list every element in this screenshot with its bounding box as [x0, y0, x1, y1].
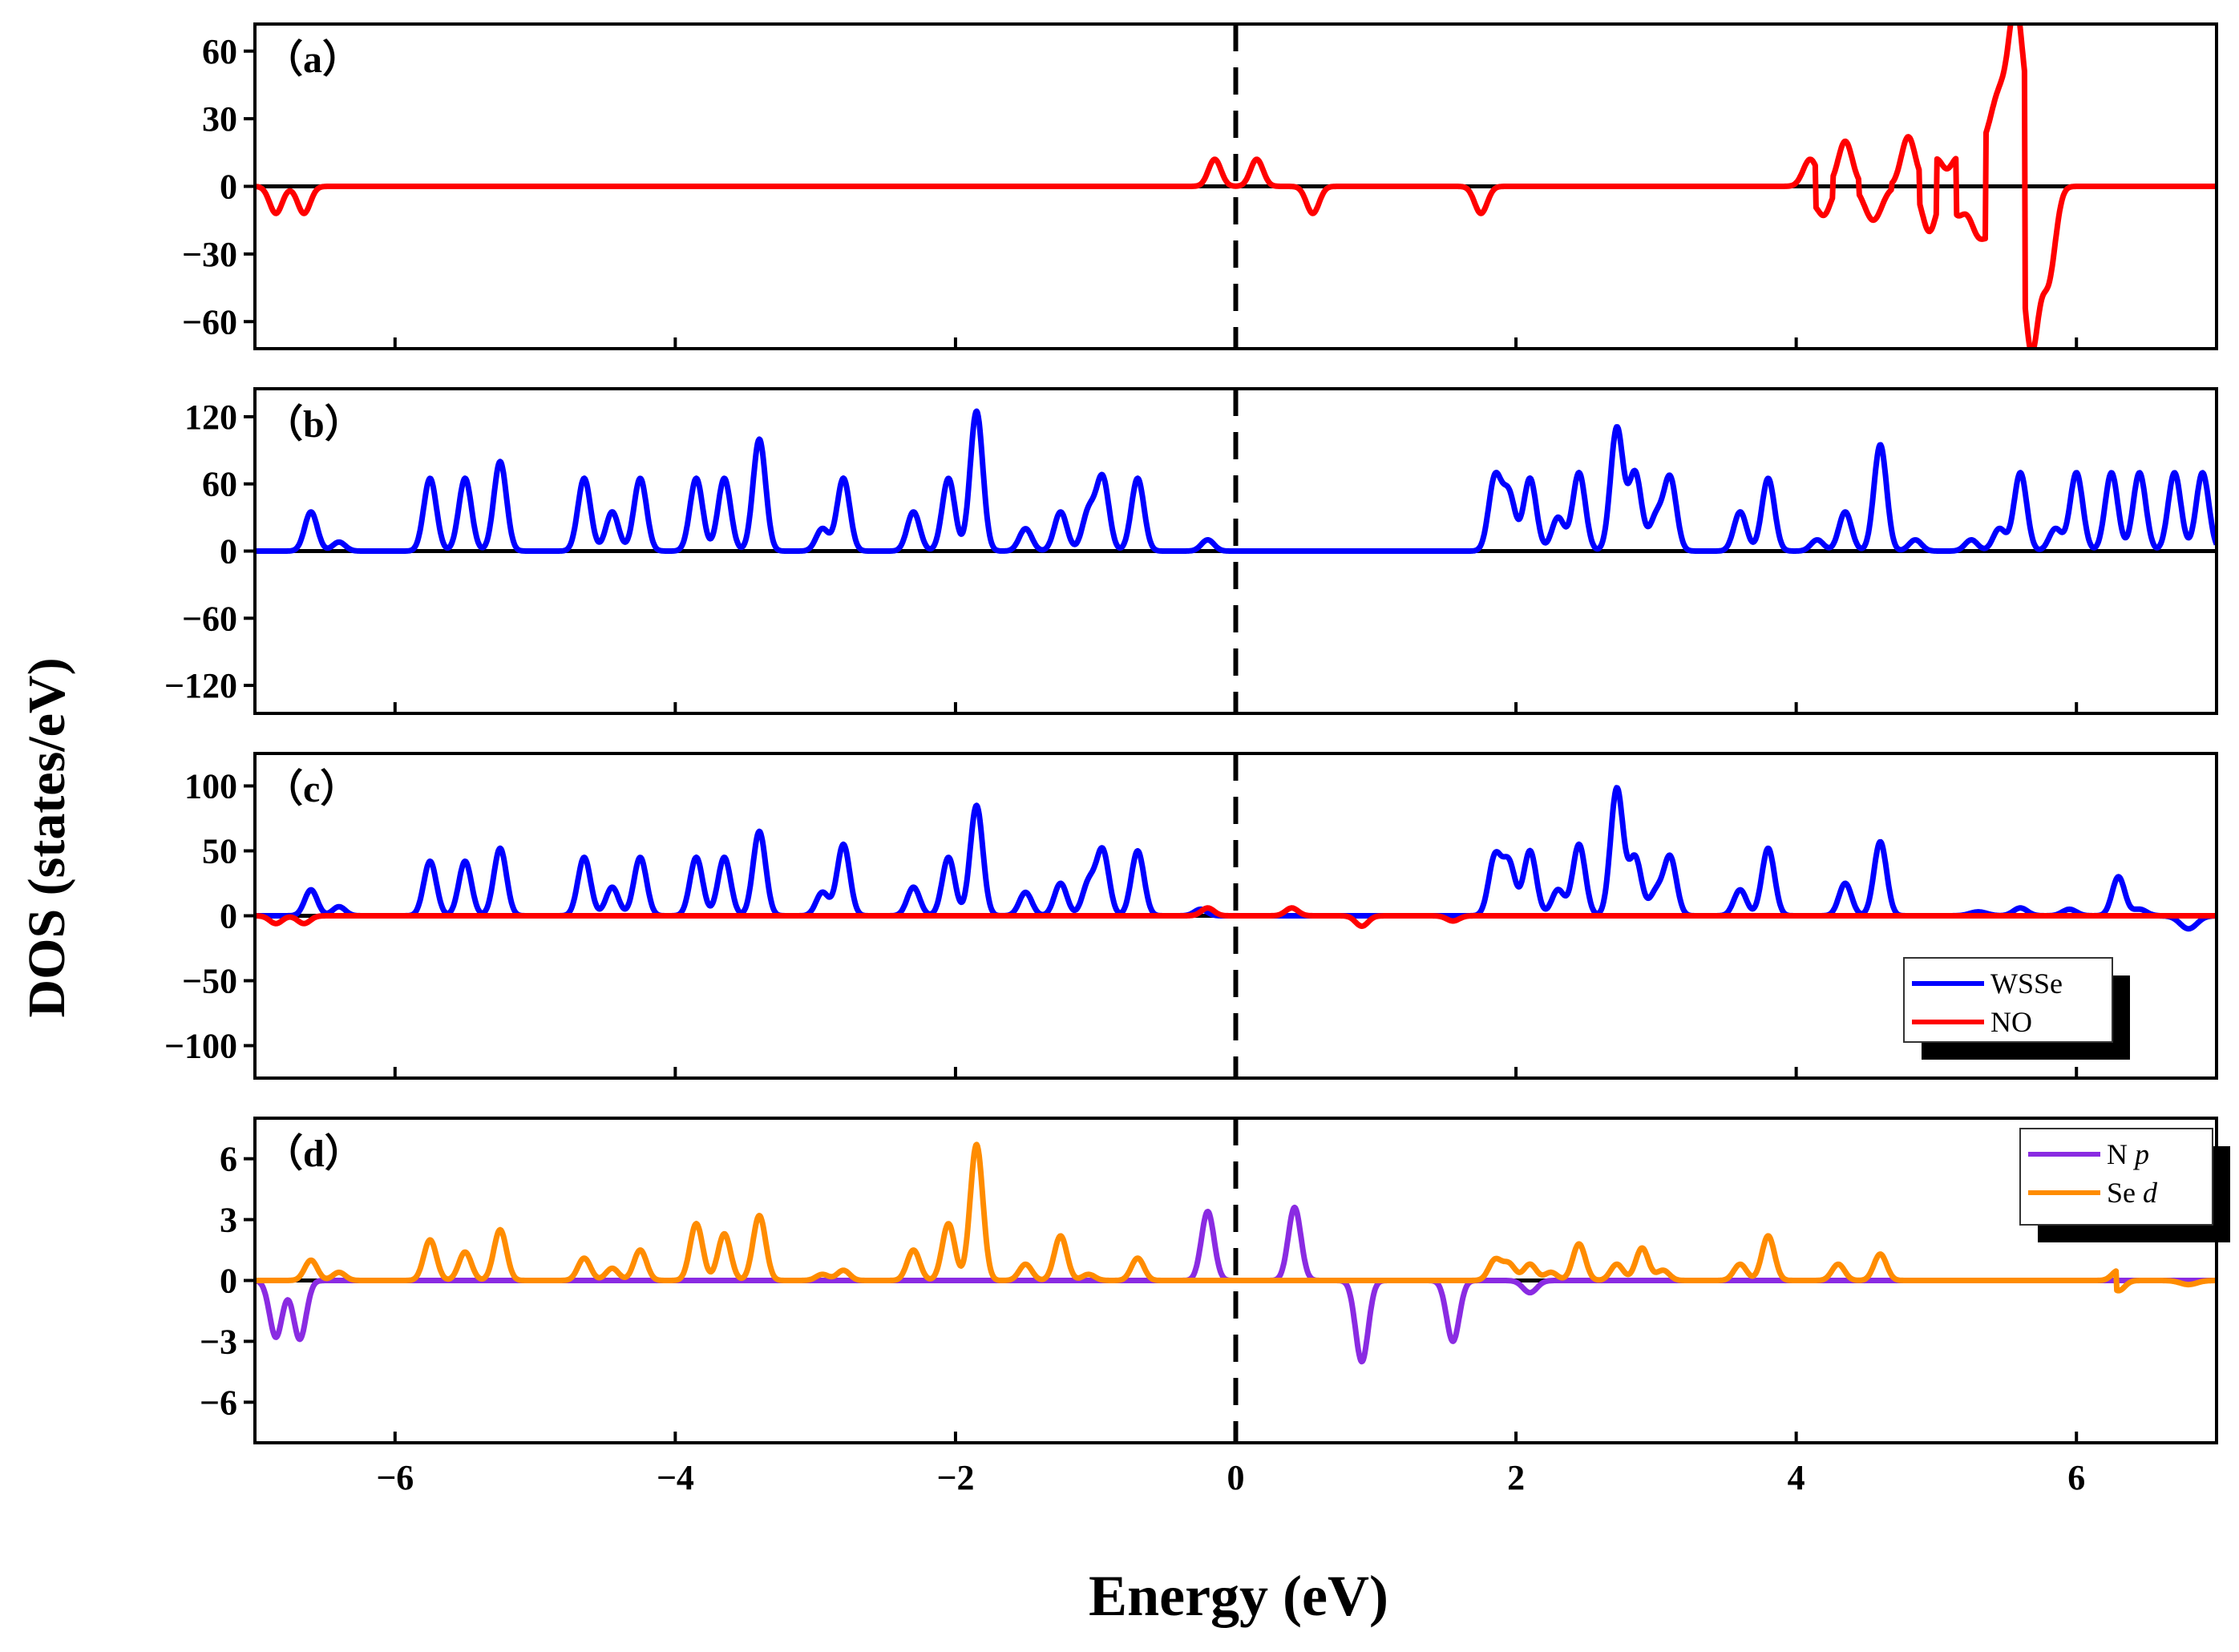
y-tick-label: −30 [182, 235, 237, 274]
y-tick-label: 0 [220, 1262, 237, 1301]
panel-label: （a） [265, 38, 361, 81]
y-tick-label: −3 [200, 1322, 237, 1361]
panels: 60300−30−60（a）120600−60−120（b）100500−50−… [164, 22, 2230, 1497]
legend-label: NO [1990, 1006, 2032, 1038]
legend-box [1903, 957, 2113, 1043]
panel-2: 100 50 0 −50 −100 （c） WSSe NO [164, 752, 2218, 1080]
y-tick-label: −60 [182, 302, 237, 341]
x-tick-label: 0 [1227, 1458, 1245, 1497]
y-tick-label: −60 [182, 599, 237, 638]
y-axis-title: DOS (states/eV) [18, 657, 76, 1017]
panel-label: （c） [265, 768, 358, 810]
y-tick-label: 50 [202, 832, 237, 871]
y-tick-label: −100 [164, 1027, 237, 1066]
panel-0: 60 30 0 −30 −60 （a） [182, 22, 2218, 350]
x-tick-label: −4 [657, 1458, 694, 1497]
y-tick-label: 30 [202, 99, 237, 139]
series-line-no [255, 24, 2217, 349]
series-line-no [255, 905, 2217, 929]
y-tick-label: 60 [202, 465, 237, 504]
y-tick-label: 0 [220, 532, 237, 572]
x-axis-title: Energy (eV) [1089, 1564, 1388, 1628]
y-tick-label: 120 [184, 398, 237, 437]
legend: WSSe NO [1903, 957, 2130, 1060]
series-line-wsse [255, 408, 2217, 554]
x-tick-label: 4 [1788, 1458, 1805, 1497]
x-tick-label: 2 [1507, 1458, 1525, 1497]
y-tick-label: 0 [220, 897, 237, 936]
y-tick-label: −6 [200, 1383, 237, 1422]
y-tick-label: 60 [202, 32, 237, 71]
panel-label: （b） [265, 403, 363, 446]
y-tick-label: −120 [164, 666, 237, 705]
legend-label: Se d [2107, 1177, 2158, 1209]
y-tick-label: 3 [220, 1201, 237, 1240]
x-tick-label: −2 [936, 1458, 974, 1497]
x-tick-label: −6 [376, 1458, 414, 1497]
legend-box [2019, 1128, 2213, 1226]
legend-label: WSSe [1990, 967, 2063, 1000]
y-tick-label: 6 [220, 1140, 237, 1179]
panel-1: 120 60 0 −60 −120 （b） [164, 387, 2218, 715]
legend-label: N p [2107, 1138, 2149, 1170]
panel-3: 6 3 0 −3 −6 −6 −4 −2 0 2 4 6 （d） N p Se d [200, 1117, 2230, 1497]
series-line-se-d [255, 1141, 2217, 1294]
legend: N p Se d [2019, 1128, 2230, 1242]
y-tick-label: 0 [220, 168, 237, 207]
y-tick-label: −50 [182, 962, 237, 1001]
x-tick-label: 6 [2067, 1458, 2085, 1497]
y-tick-label: 100 [184, 767, 237, 806]
panel-label: （d） [265, 1133, 363, 1175]
